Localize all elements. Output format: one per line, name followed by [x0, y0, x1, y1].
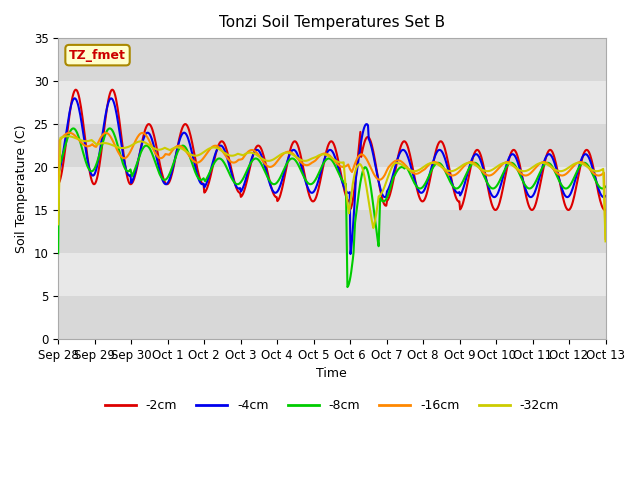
Text: TZ_fmet: TZ_fmet [69, 48, 126, 61]
Title: Tonzi Soil Temperatures Set B: Tonzi Soil Temperatures Set B [219, 15, 445, 30]
Bar [58, 296, 605, 339]
Bar [58, 38, 605, 81]
Bar [58, 124, 605, 167]
Bar [58, 210, 605, 253]
X-axis label: Time: Time [316, 367, 348, 380]
Bar [58, 81, 605, 124]
Bar [58, 253, 605, 296]
Bar [58, 0, 605, 38]
Y-axis label: Soil Temperature (C): Soil Temperature (C) [15, 124, 28, 253]
Bar [58, 167, 605, 210]
Legend: -2cm, -4cm, -8cm, -16cm, -32cm: -2cm, -4cm, -8cm, -16cm, -32cm [99, 394, 564, 417]
